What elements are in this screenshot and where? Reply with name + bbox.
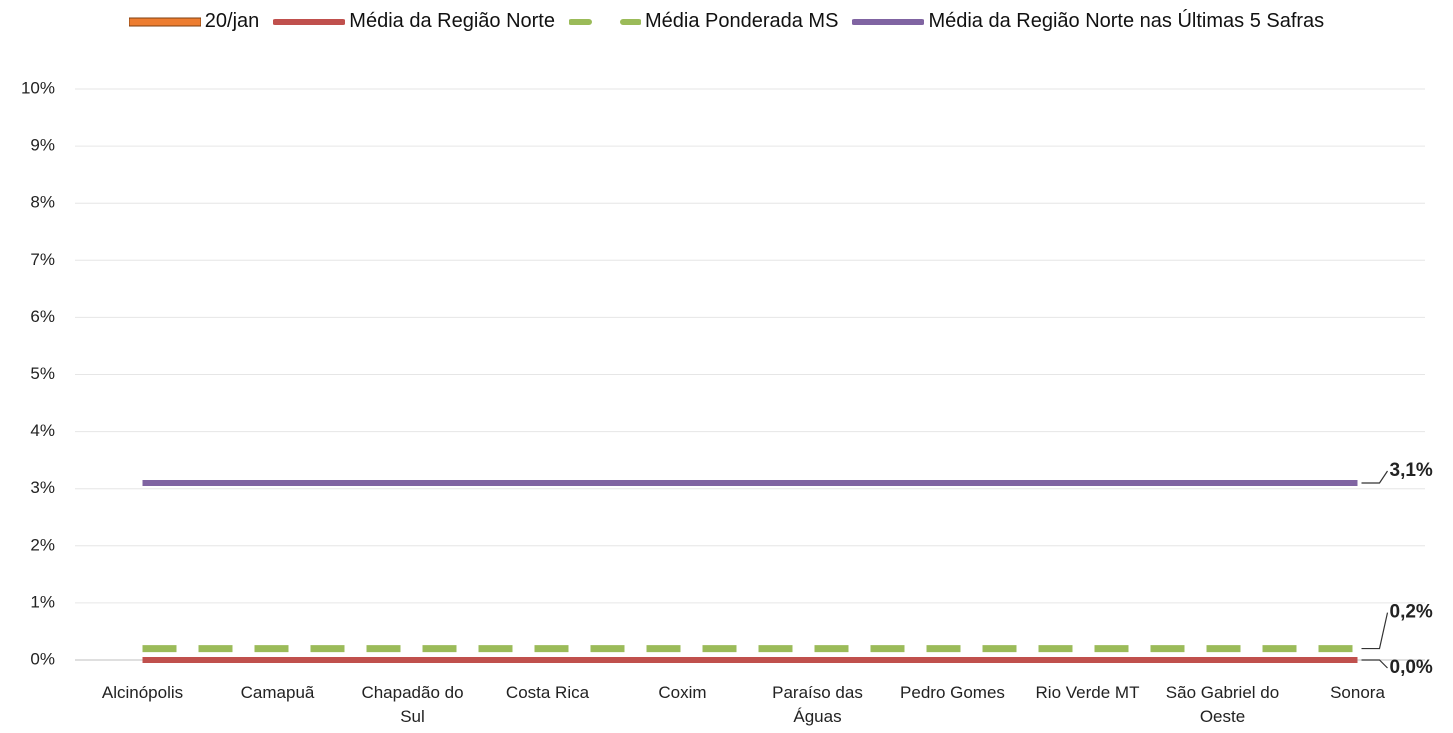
x-tick-label: Paraíso das Águas (772, 683, 863, 726)
legend-item: Média Ponderada MS (568, 10, 839, 33)
y-tick-label: 3% (30, 478, 55, 497)
y-tick-label: 9% (30, 136, 55, 155)
x-tick-label: Camapuã (240, 683, 315, 702)
legend-label: Média da Região Norte nas Últimas 5 Safr… (928, 10, 1325, 32)
x-tick-label: Rio Verde MT (1035, 683, 1140, 702)
legend-label: Média da Região Norte (349, 10, 555, 32)
legend-label: 20/jan (204, 10, 260, 32)
label-leader (1361, 612, 1389, 650)
y-tick-label: 6% (30, 307, 55, 326)
x-tick-label: Sonora (1330, 683, 1385, 702)
legend-label: Média Ponderada MS (644, 10, 839, 32)
legend-icon (128, 17, 201, 26)
legend-icon (852, 18, 925, 25)
x-tick-label: Alcinópolis (101, 683, 184, 702)
data-label: 3,1% (1390, 460, 1433, 481)
data-label: 0,0% (1390, 657, 1433, 678)
x-tick-label: Costa Rica (505, 683, 590, 702)
y-tick-label: 7% (30, 250, 55, 269)
y-tick-label: 8% (30, 193, 55, 212)
legend: 20/jan Média da Região Norte Média Pondera… (0, 10, 1453, 33)
legend-item: 20/jan (128, 10, 260, 33)
legend-item: Média da Região Norte (273, 10, 555, 33)
legend-item: Média da Região Norte nas Últimas 5 Safr… (852, 10, 1324, 33)
y-tick-label: 10% (21, 78, 55, 97)
x-tick-label: Coxim (658, 683, 707, 702)
data-label: 0,2% (1390, 602, 1433, 623)
label-leader (1361, 470, 1388, 484)
y-tick-label: 0% (30, 649, 55, 668)
label-leader (1361, 659, 1388, 669)
y-tick-label: 1% (30, 592, 55, 611)
x-tick-label: Chapadão do Sul (361, 683, 464, 726)
y-tick-label: 4% (30, 421, 55, 440)
legend-icon (568, 18, 641, 25)
y-tick-label: 2% (30, 535, 55, 554)
y-tick-label: 5% (30, 364, 55, 383)
x-tick-label: São Gabriel do Oeste (1165, 683, 1280, 726)
legend-icon (273, 18, 346, 25)
x-tick-label: Pedro Gomes (900, 683, 1005, 702)
legend-swatch (128, 17, 201, 26)
